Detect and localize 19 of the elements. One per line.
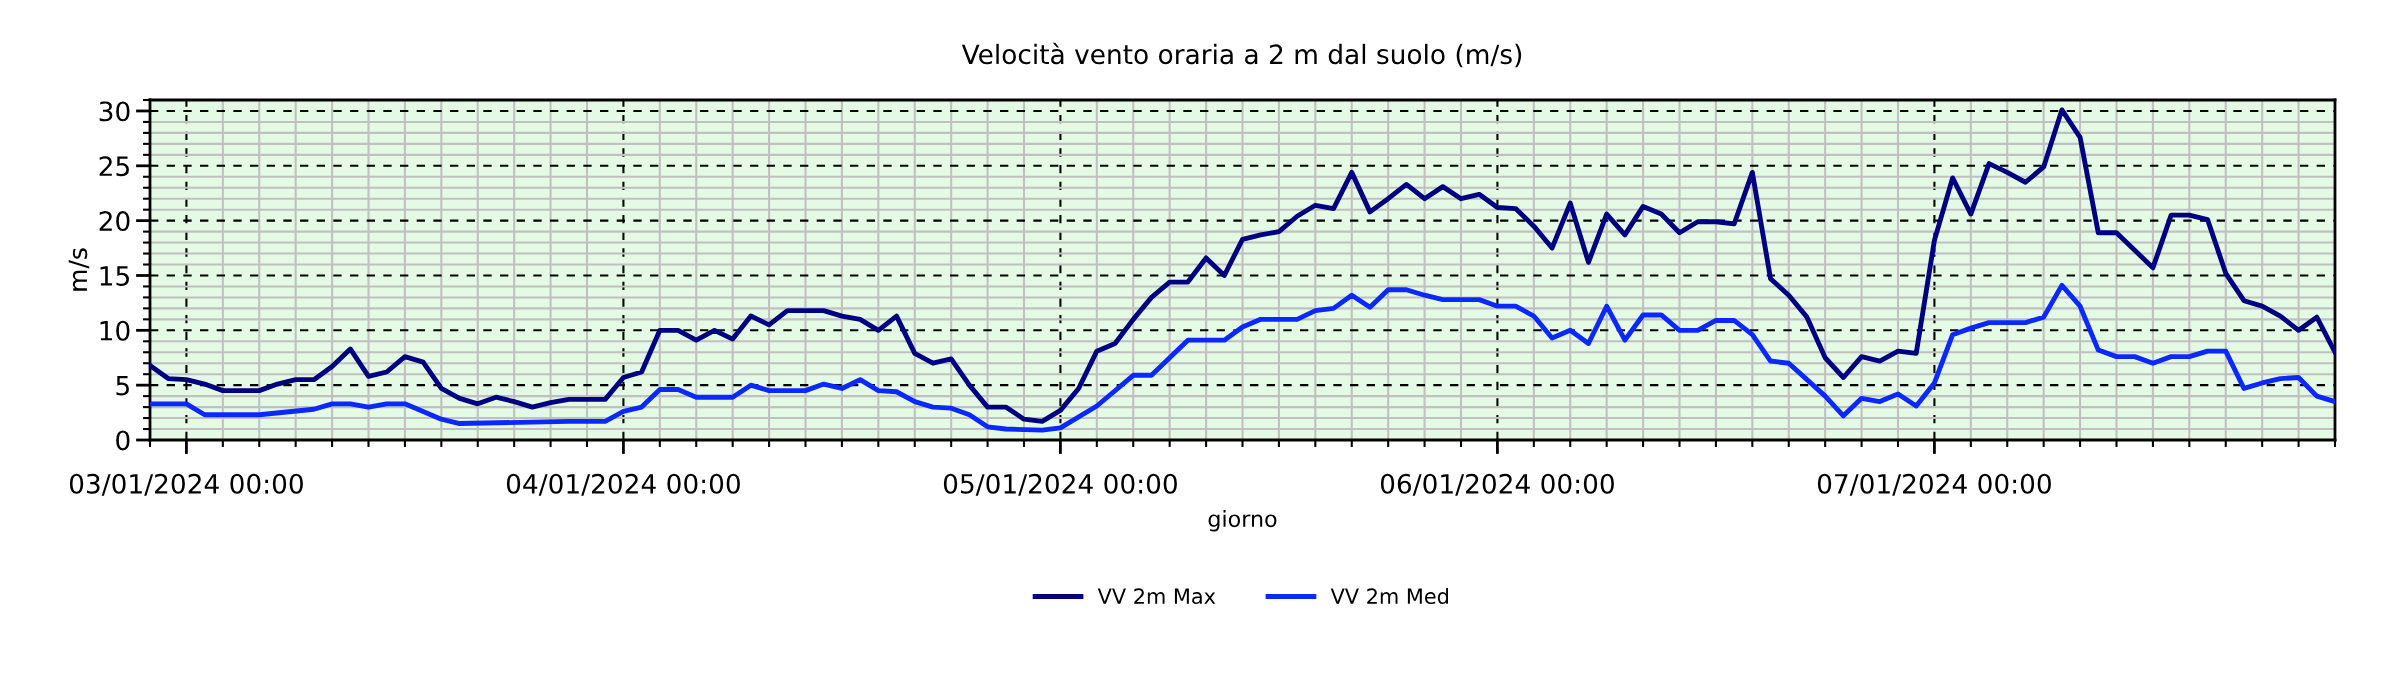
y-tick-label: 10 [100, 320, 130, 341]
y-axis-title: m/s [68, 248, 90, 291]
x-tick-label: 03/01/2024 00:00 [69, 473, 303, 496]
legend-label: VV 2m Max [1097, 588, 1216, 605]
x-tick-label: 06/01/2024 00:00 [1380, 473, 1614, 496]
line-series [150, 107, 2335, 424]
x-tick-label: 04/01/2024 00:00 [506, 473, 740, 496]
y-tick-label: 30 [99, 101, 130, 122]
legend-label: VV 2m Med [1330, 587, 1448, 605]
y-tick-label: 15 [100, 266, 129, 286]
x-tick-label: 05/01/2024 00:00 [943, 473, 1177, 496]
y-tick-label: 0 [116, 430, 130, 451]
y-tick-label: 5 [116, 375, 129, 396]
y-tick-label: 25 [99, 156, 129, 177]
chart-title: Velocità vento oraria a 2 m dal suolo (m/s) [961, 42, 1522, 68]
x-tick-label: 07/01/2024 00:00 [1817, 473, 2051, 496]
x-axis-title: giorno [1208, 509, 1277, 532]
line-series [150, 282, 2335, 433]
y-tick-label: 20 [99, 211, 130, 232]
